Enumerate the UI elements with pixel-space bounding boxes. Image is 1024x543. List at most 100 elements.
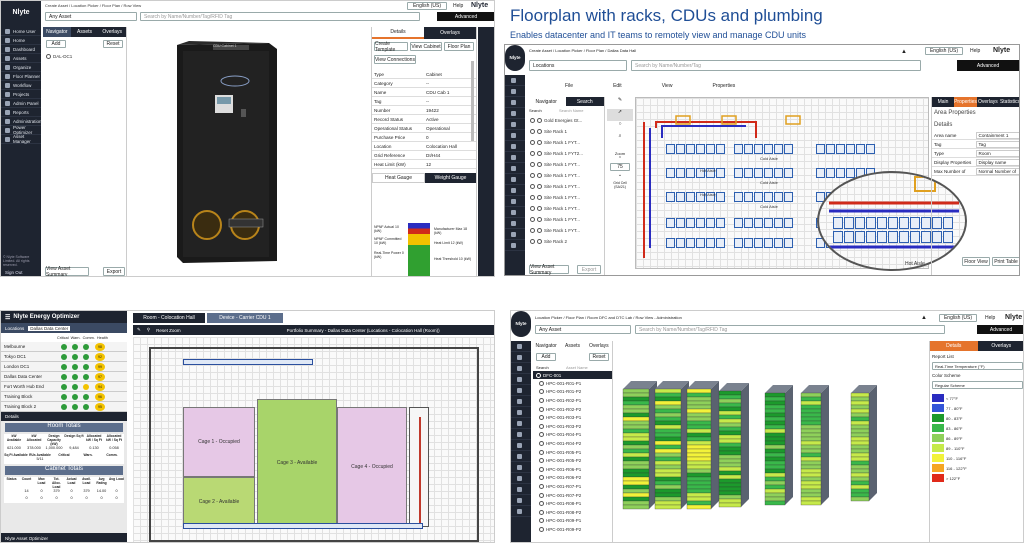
tree-item[interactable]: HPC-001-R07-P2 xyxy=(533,491,612,500)
rack[interactable] xyxy=(754,144,763,154)
rack[interactable] xyxy=(666,218,675,228)
rack-unit[interactable] xyxy=(800,424,822,430)
advanced-button[interactable]: Advanced xyxy=(437,12,494,21)
rack-unit[interactable] xyxy=(622,504,650,510)
rack-unit[interactable] xyxy=(850,404,870,410)
rack-unit[interactable] xyxy=(850,432,870,438)
rack-3d-view[interactable] xyxy=(615,341,915,543)
cage-4[interactable]: Cage 4 - Occupied xyxy=(337,407,407,527)
rack-3d[interactable] xyxy=(764,385,793,506)
nav-icon[interactable] xyxy=(505,196,525,207)
rack-unit[interactable] xyxy=(718,406,742,412)
rack[interactable] xyxy=(764,168,773,178)
rack[interactable] xyxy=(716,168,725,178)
rack-unit[interactable] xyxy=(764,424,786,430)
rack-unit[interactable] xyxy=(686,432,712,438)
nav-icon[interactable] xyxy=(511,385,531,396)
rack-unit[interactable] xyxy=(800,492,822,498)
rack-unit[interactable] xyxy=(764,460,786,466)
rack-unit[interactable] xyxy=(800,460,822,466)
rack-unit[interactable] xyxy=(800,496,822,502)
rack[interactable] xyxy=(932,217,942,229)
rack-unit[interactable] xyxy=(654,404,682,410)
rack-unit[interactable] xyxy=(622,408,650,414)
nav-icon[interactable] xyxy=(511,396,531,407)
cage-2[interactable]: Cage 2 - Available xyxy=(183,477,255,527)
cage-3[interactable]: Cage 3 - Available xyxy=(257,399,337,527)
menu-properties[interactable]: Properties xyxy=(712,83,736,89)
rack[interactable] xyxy=(686,218,695,228)
rack[interactable] xyxy=(696,168,705,178)
detail-value[interactable]: Normal Number of xyxy=(975,167,1019,175)
rack-unit[interactable] xyxy=(800,456,822,462)
rack-unit[interactable] xyxy=(718,494,742,500)
rack[interactable] xyxy=(734,238,743,248)
tab-overlays[interactable]: Overlays xyxy=(976,97,999,107)
rack[interactable] xyxy=(774,218,783,228)
rack-unit[interactable] xyxy=(800,392,822,398)
rack-unit[interactable] xyxy=(654,432,682,438)
rack-row[interactable] xyxy=(666,218,725,228)
tree-root[interactable]: DFC-001 xyxy=(533,371,612,379)
rack-3d[interactable] xyxy=(686,381,719,510)
rack[interactable] xyxy=(784,218,793,228)
asset-select[interactable]: Any Asset xyxy=(535,325,631,334)
rack-unit[interactable] xyxy=(686,480,712,486)
rack-unit[interactable] xyxy=(800,396,822,402)
rack-unit[interactable] xyxy=(622,476,650,482)
rack-unit[interactable] xyxy=(764,396,786,402)
rack[interactable] xyxy=(666,168,675,178)
rack-unit[interactable] xyxy=(686,396,712,402)
rack-unit[interactable] xyxy=(718,446,742,452)
rack-unit[interactable] xyxy=(654,408,682,414)
rack-unit[interactable] xyxy=(764,464,786,470)
rack-unit[interactable] xyxy=(686,404,712,410)
export-button[interactable]: Export xyxy=(577,265,601,274)
nav-item[interactable]: Home xyxy=(1,36,41,45)
rack-unit[interactable] xyxy=(800,468,822,474)
rack-unit[interactable] xyxy=(686,468,712,474)
rack[interactable] xyxy=(696,144,705,154)
tab-overlays[interactable]: Overlays xyxy=(424,27,476,39)
rack[interactable] xyxy=(774,144,783,154)
rack-unit[interactable] xyxy=(686,428,712,434)
rack-unit[interactable] xyxy=(800,400,822,406)
tab-properties[interactable]: Properties xyxy=(954,97,977,107)
rack[interactable] xyxy=(744,192,753,202)
nav-item[interactable]: Projects xyxy=(1,90,41,99)
tab-main[interactable]: Main xyxy=(932,97,955,107)
scrollbar[interactable] xyxy=(471,61,474,141)
rack-unit[interactable] xyxy=(800,500,822,506)
rack-unit[interactable] xyxy=(622,484,650,490)
rack-unit[interactable] xyxy=(654,440,682,446)
detail-value[interactable]: Tag xyxy=(975,140,1019,148)
rack[interactable] xyxy=(866,217,876,229)
add-button[interactable]: Add xyxy=(536,353,556,361)
rack-unit[interactable] xyxy=(622,420,650,426)
rack[interactable] xyxy=(784,192,793,202)
rack-3d[interactable] xyxy=(800,385,829,506)
nav-icon[interactable] xyxy=(511,418,531,429)
rack-unit[interactable] xyxy=(718,466,742,472)
rack[interactable] xyxy=(877,217,887,229)
tree-item[interactable]: Site Rack 1 FYT2... xyxy=(527,148,604,159)
tab-navigator[interactable]: Navigator xyxy=(533,341,560,350)
rack-unit[interactable] xyxy=(764,436,786,442)
detail-value[interactable]: Room xyxy=(975,149,1019,157)
tree-item[interactable]: HPC-001-R04-P1 xyxy=(533,431,612,440)
help-link[interactable]: Help xyxy=(985,315,996,321)
rack[interactable] xyxy=(686,192,695,202)
colocation-floorplan[interactable]: Cage 1 - Occupied Cage 2 - Available Cag… xyxy=(133,337,494,542)
tree-item[interactable]: HPC-001-R02-P2 xyxy=(533,405,612,414)
tree-item[interactable]: HPC-001-R01-P1 xyxy=(533,379,612,388)
rack[interactable] xyxy=(686,238,695,248)
tab-room[interactable]: Room - Colocation Hall xyxy=(133,313,205,323)
language-select[interactable]: English (US) xyxy=(939,314,977,322)
rack[interactable] xyxy=(816,168,825,178)
rack-unit[interactable] xyxy=(654,496,682,502)
rack-unit[interactable] xyxy=(654,456,682,462)
rack[interactable] xyxy=(888,231,898,243)
menu-edit[interactable]: Edit xyxy=(613,83,622,89)
tree-item[interactable]: HPC-001-R07-P1 xyxy=(533,482,612,491)
rack-unit[interactable] xyxy=(764,412,786,418)
